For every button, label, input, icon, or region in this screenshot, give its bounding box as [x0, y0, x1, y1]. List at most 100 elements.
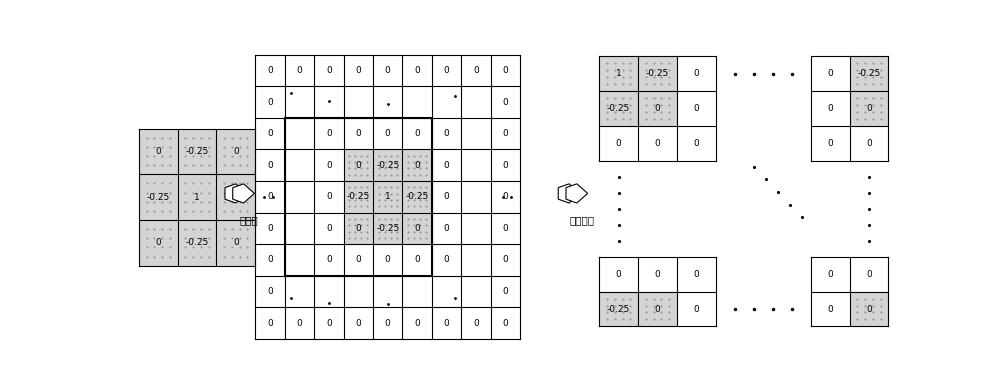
- Bar: [344, 149, 373, 181]
- Bar: [178, 174, 216, 220]
- Text: 0: 0: [616, 270, 622, 279]
- Text: 0: 0: [414, 255, 420, 264]
- Text: 0: 0: [655, 270, 660, 279]
- Text: 0: 0: [267, 161, 273, 170]
- Bar: [344, 181, 373, 213]
- Text: 0: 0: [326, 255, 332, 264]
- Text: 0: 0: [503, 287, 508, 296]
- Polygon shape: [233, 184, 254, 203]
- Text: 0: 0: [827, 104, 833, 113]
- Bar: [178, 220, 216, 266]
- Text: 0: 0: [267, 66, 273, 75]
- Text: 0: 0: [503, 224, 508, 233]
- Text: 0: 0: [503, 129, 508, 138]
- Text: 0: 0: [616, 139, 622, 148]
- Text: 0: 0: [355, 161, 361, 170]
- Bar: [216, 129, 255, 174]
- Text: 0: 0: [355, 255, 361, 264]
- Polygon shape: [558, 184, 580, 203]
- Bar: [402, 181, 432, 213]
- Bar: [850, 291, 888, 326]
- Bar: [139, 220, 178, 266]
- Text: 0: 0: [693, 139, 699, 148]
- Text: 0: 0: [233, 147, 239, 156]
- Bar: [285, 118, 432, 276]
- Text: 0: 0: [827, 139, 833, 148]
- Text: 0: 0: [267, 98, 273, 106]
- Bar: [344, 213, 373, 244]
- Text: 0: 0: [267, 287, 273, 296]
- Bar: [638, 91, 677, 126]
- Text: 0: 0: [827, 270, 833, 279]
- Bar: [216, 174, 255, 220]
- Bar: [599, 56, 638, 91]
- Bar: [638, 56, 677, 91]
- Text: 循环移位: 循环移位: [570, 215, 595, 225]
- Text: 0: 0: [267, 129, 273, 138]
- Text: 0: 0: [866, 139, 872, 148]
- Text: 0: 0: [326, 192, 332, 201]
- Bar: [850, 56, 888, 91]
- Text: 0: 0: [503, 98, 508, 106]
- Text: 零延拓: 零延拓: [240, 215, 258, 225]
- Text: 0: 0: [267, 319, 273, 327]
- Text: 0: 0: [355, 66, 361, 75]
- Text: 0: 0: [503, 255, 508, 264]
- Text: -0.25: -0.25: [406, 192, 429, 201]
- Text: 0: 0: [655, 304, 660, 314]
- Text: 0: 0: [296, 66, 302, 75]
- Text: 0: 0: [655, 139, 660, 148]
- Text: -0.25: -0.25: [185, 147, 209, 156]
- Bar: [599, 91, 638, 126]
- Text: 0: 0: [655, 104, 660, 113]
- Text: 0: 0: [326, 319, 332, 327]
- Text: 0: 0: [355, 224, 361, 233]
- Text: 0: 0: [414, 224, 420, 233]
- Text: -0.25: -0.25: [147, 193, 170, 201]
- Text: 0: 0: [693, 69, 699, 78]
- Text: -0.25: -0.25: [607, 304, 630, 314]
- Text: -0.25: -0.25: [224, 193, 247, 201]
- Text: 0: 0: [503, 192, 508, 201]
- Bar: [373, 149, 402, 181]
- Text: 0: 0: [326, 66, 332, 75]
- Bar: [216, 220, 255, 266]
- Text: -0.25: -0.25: [347, 192, 370, 201]
- Text: 0: 0: [444, 224, 450, 233]
- Text: 0: 0: [385, 129, 391, 138]
- Text: 0: 0: [385, 66, 391, 75]
- Text: -0.25: -0.25: [376, 161, 399, 170]
- Text: 0: 0: [414, 129, 420, 138]
- Text: 0: 0: [866, 104, 872, 113]
- Text: 0: 0: [444, 66, 450, 75]
- Text: 0: 0: [473, 66, 479, 75]
- Bar: [402, 149, 432, 181]
- Text: 0: 0: [444, 192, 450, 201]
- Text: 0: 0: [414, 319, 420, 327]
- Text: 0: 0: [385, 255, 391, 264]
- Text: 0: 0: [473, 319, 479, 327]
- Text: 0: 0: [155, 238, 161, 247]
- Text: 0: 0: [267, 224, 273, 233]
- Bar: [599, 291, 638, 326]
- Text: 0: 0: [693, 304, 699, 314]
- Text: 0: 0: [444, 129, 450, 138]
- Polygon shape: [566, 184, 588, 203]
- Text: 0: 0: [326, 224, 332, 233]
- Text: -0.25: -0.25: [376, 224, 399, 233]
- Text: 0: 0: [503, 66, 508, 75]
- Bar: [373, 213, 402, 244]
- Bar: [139, 174, 178, 220]
- Bar: [402, 213, 432, 244]
- Text: 0: 0: [355, 319, 361, 327]
- Text: 0: 0: [385, 319, 391, 327]
- Text: -0.25: -0.25: [646, 69, 669, 78]
- Text: 0: 0: [503, 161, 508, 170]
- Text: 0: 0: [866, 304, 872, 314]
- Text: 0: 0: [827, 69, 833, 78]
- Text: 1: 1: [616, 69, 622, 78]
- Text: 0: 0: [693, 270, 699, 279]
- Text: 0: 0: [155, 147, 161, 156]
- Text: -0.25: -0.25: [607, 104, 630, 113]
- Text: 0: 0: [866, 270, 872, 279]
